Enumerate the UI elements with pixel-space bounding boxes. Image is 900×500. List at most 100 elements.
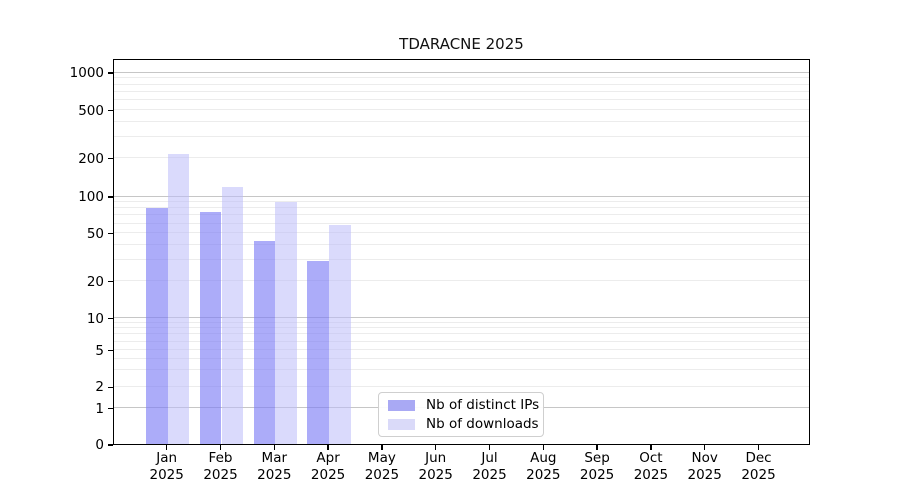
x-tick-label-nov: Nov 2025: [673, 450, 737, 484]
x-tick-mark: [219, 445, 222, 450]
x-tick-label-mar: Mar 2025: [242, 450, 306, 484]
x-tick-month: Apr: [316, 450, 340, 466]
x-tick-mark: [166, 445, 168, 450]
x-tick-label-apr: Apr 2025: [296, 450, 360, 484]
legend-row-downloads: Nb of downloads: [379, 416, 543, 432]
x-tick-label-jan: Jan 2025: [135, 450, 199, 484]
x-tick-mark: [435, 445, 437, 450]
gridline-minor: [114, 333, 809, 335]
x-tick-month: Sep: [584, 450, 610, 466]
gridline-minor: [114, 321, 809, 323]
plot-area: [113, 59, 810, 445]
y-tick-label: 200: [78, 150, 104, 167]
gridline-major: [114, 317, 809, 318]
x-tick-mark: [273, 445, 275, 450]
x-tick-year: 2025: [579, 467, 615, 483]
y-tick-mark: [108, 407, 113, 410]
legend-row-distinct-ips: Nb of distinct IPs: [379, 397, 543, 413]
x-tick-month: May: [367, 450, 396, 466]
gridline-major: [114, 195, 809, 197]
x-tick-year: 2025: [472, 467, 507, 483]
gridline-minor: [114, 280, 809, 281]
gridline-major: [114, 71, 809, 73]
x-tick-year: 2025: [687, 467, 722, 483]
bar-downloads-jan: [167, 153, 190, 444]
y-tick-label: 10: [86, 310, 104, 327]
legend: Nb of distinct IPs Nb of downloads: [378, 392, 544, 437]
x-tick-month: Feb: [208, 450, 233, 466]
bar-downloads-mar: [275, 201, 298, 444]
bar-distinct-ips-apr: [307, 261, 330, 444]
x-tick-month: Nov: [691, 450, 718, 466]
y-tick-label: 1: [95, 400, 104, 417]
x-tick-month: Mar: [261, 450, 288, 466]
y-tick-label: 50: [86, 225, 104, 242]
gridline-minor: [114, 243, 809, 245]
gridline-minor: [114, 207, 809, 209]
x-tick-mark: [596, 445, 598, 450]
legend-swatch-distinct-ips: [388, 399, 415, 411]
x-tick-label-jun: Jun 2025: [404, 450, 468, 484]
gridline-minor: [114, 157, 809, 159]
gridline-minor: [114, 327, 809, 329]
x-tick-label-sep: Sep 2025: [565, 450, 629, 484]
y-tick-label: 2: [95, 379, 104, 396]
gridline-minor: [114, 90, 809, 92]
x-tick-year: 2025: [203, 467, 238, 483]
x-tick-label-jul: Jul 2025: [458, 450, 522, 484]
x-tick-label-feb: Feb 2025: [189, 450, 253, 484]
x-tick-year: 2025: [418, 467, 453, 483]
bar-distinct-ips-feb: [199, 212, 222, 444]
x-tick-mark: [542, 445, 544, 450]
y-tick-label: 100: [78, 189, 104, 205]
gridline-minor: [114, 369, 809, 371]
y-tick-label: 0: [95, 437, 104, 453]
bar-distinct-ips-jan: [145, 207, 168, 444]
x-tick-mark: [488, 445, 491, 450]
gridline-minor: [114, 120, 809, 122]
gridline-minor: [114, 232, 809, 234]
gridline-minor: [114, 77, 809, 79]
y-tick-mark: [108, 386, 113, 388]
gridline-minor: [114, 201, 809, 203]
x-tick-label-dec: Dec 2025: [727, 450, 791, 484]
legend-swatch-downloads: [388, 418, 415, 430]
y-tick-mark: [108, 444, 113, 446]
x-tick-month: Jan: [156, 450, 178, 466]
x-tick-year: 2025: [526, 467, 561, 483]
y-tick-label: 1000: [69, 65, 104, 81]
y-tick-label: 5: [95, 342, 104, 359]
gridline-minor: [114, 214, 809, 216]
x-tick-year: 2025: [149, 467, 184, 483]
gridline-minor: [114, 99, 809, 101]
x-tick-year: 2025: [741, 467, 776, 483]
chart-title: TDARACNE 2025: [399, 35, 524, 53]
legend-label-distinct-ips: Nb of distinct IPs: [426, 397, 540, 413]
x-tick-label-aug: Aug 2025: [511, 450, 575, 484]
y-tick-mark: [108, 280, 113, 283]
y-tick-mark: [108, 196, 113, 198]
x-tick-year: 2025: [257, 467, 292, 483]
legend-label-downloads: Nb of downloads: [426, 416, 539, 432]
x-tick-year: 2025: [364, 467, 400, 483]
y-tick-mark: [108, 349, 113, 352]
x-tick-month: Jun: [425, 450, 447, 466]
x-tick-month: Oct: [639, 450, 663, 466]
y-tick-label: 20: [86, 273, 104, 290]
gridline-minor: [114, 258, 809, 260]
x-tick-label-oct: Oct 2025: [619, 450, 683, 484]
bar-downloads-apr: [329, 224, 351, 444]
y-tick-mark: [108, 158, 113, 160]
x-tick-mark: [381, 445, 383, 450]
x-tick-month: Aug: [530, 450, 557, 466]
gridline-minor: [114, 109, 809, 110]
x-tick-mark: [327, 445, 329, 450]
y-tick-mark: [108, 317, 113, 320]
x-tick-year: 2025: [310, 467, 346, 483]
gridline-minor: [114, 385, 809, 387]
bar-downloads-feb: [221, 186, 244, 444]
gridline-minor: [114, 357, 809, 359]
y-tick-mark: [108, 72, 113, 74]
x-tick-month: Dec: [745, 450, 772, 466]
